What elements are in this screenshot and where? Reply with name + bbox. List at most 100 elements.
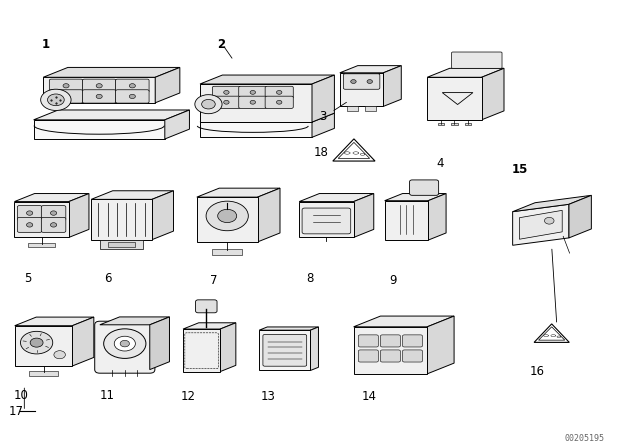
Polygon shape	[155, 67, 180, 103]
FancyBboxPatch shape	[49, 79, 83, 92]
Polygon shape	[385, 201, 428, 240]
Circle shape	[120, 340, 129, 347]
Polygon shape	[428, 77, 481, 120]
Text: 6: 6	[104, 272, 112, 285]
Polygon shape	[300, 194, 374, 202]
Circle shape	[54, 351, 65, 359]
Circle shape	[250, 100, 255, 104]
Polygon shape	[200, 75, 335, 84]
Circle shape	[51, 223, 57, 227]
Polygon shape	[197, 188, 280, 197]
Text: 3: 3	[319, 110, 326, 123]
Text: 17: 17	[8, 405, 23, 418]
Polygon shape	[513, 204, 569, 246]
Polygon shape	[220, 323, 236, 372]
Polygon shape	[14, 202, 69, 237]
FancyBboxPatch shape	[380, 335, 401, 347]
Circle shape	[115, 336, 136, 351]
FancyBboxPatch shape	[83, 90, 116, 103]
Bar	[465, 123, 471, 125]
Polygon shape	[312, 75, 335, 122]
Circle shape	[96, 94, 102, 99]
FancyBboxPatch shape	[17, 206, 42, 220]
Polygon shape	[14, 194, 89, 202]
Polygon shape	[92, 191, 173, 199]
FancyBboxPatch shape	[212, 86, 241, 99]
Polygon shape	[520, 211, 562, 239]
Polygon shape	[513, 195, 591, 212]
Polygon shape	[15, 317, 94, 326]
Polygon shape	[72, 317, 94, 366]
Polygon shape	[200, 113, 335, 122]
Circle shape	[26, 211, 33, 215]
Polygon shape	[340, 73, 383, 106]
Circle shape	[250, 90, 255, 94]
FancyBboxPatch shape	[344, 74, 380, 89]
Text: 13: 13	[261, 390, 276, 403]
Circle shape	[63, 94, 69, 99]
Circle shape	[276, 100, 282, 104]
Circle shape	[276, 90, 282, 94]
Circle shape	[218, 209, 237, 223]
Circle shape	[224, 100, 229, 104]
Polygon shape	[69, 194, 89, 237]
Text: 8: 8	[306, 272, 314, 285]
FancyBboxPatch shape	[265, 96, 293, 108]
Polygon shape	[534, 324, 570, 342]
Polygon shape	[428, 68, 504, 77]
Circle shape	[224, 90, 229, 94]
Text: 14: 14	[362, 390, 376, 403]
Text: 16: 16	[530, 365, 545, 379]
Circle shape	[545, 217, 554, 224]
FancyBboxPatch shape	[185, 333, 218, 369]
Polygon shape	[312, 113, 335, 137]
Polygon shape	[257, 188, 280, 242]
Polygon shape	[152, 191, 173, 240]
FancyBboxPatch shape	[17, 217, 42, 233]
Polygon shape	[197, 197, 257, 242]
Circle shape	[47, 94, 64, 106]
Circle shape	[195, 95, 222, 114]
FancyBboxPatch shape	[116, 79, 149, 92]
Polygon shape	[300, 202, 354, 237]
Text: 11: 11	[99, 388, 114, 402]
Bar	[212, 249, 243, 255]
Polygon shape	[354, 316, 454, 327]
Polygon shape	[354, 327, 428, 374]
Polygon shape	[333, 139, 375, 161]
Polygon shape	[383, 65, 401, 106]
Polygon shape	[340, 65, 401, 73]
Text: 00205195: 00205195	[564, 434, 605, 443]
Bar	[365, 106, 376, 112]
Circle shape	[96, 84, 102, 88]
Polygon shape	[34, 110, 189, 120]
FancyBboxPatch shape	[265, 86, 293, 99]
Polygon shape	[34, 120, 165, 139]
FancyBboxPatch shape	[302, 208, 351, 234]
Bar	[348, 106, 358, 112]
FancyBboxPatch shape	[403, 335, 422, 347]
Bar	[28, 243, 55, 247]
Polygon shape	[569, 195, 591, 238]
Circle shape	[41, 89, 71, 111]
FancyBboxPatch shape	[358, 335, 378, 347]
FancyBboxPatch shape	[42, 217, 66, 233]
Bar	[438, 123, 444, 125]
FancyBboxPatch shape	[380, 350, 401, 362]
Text: 12: 12	[180, 390, 195, 403]
FancyBboxPatch shape	[49, 90, 83, 103]
Polygon shape	[44, 67, 180, 77]
Polygon shape	[150, 317, 170, 370]
Text: 18: 18	[314, 146, 328, 159]
FancyBboxPatch shape	[410, 180, 438, 195]
FancyBboxPatch shape	[212, 96, 241, 108]
Text: 9: 9	[389, 274, 397, 288]
Circle shape	[26, 223, 33, 227]
FancyBboxPatch shape	[42, 206, 66, 220]
FancyBboxPatch shape	[83, 79, 116, 92]
Polygon shape	[183, 329, 220, 372]
Bar	[108, 242, 135, 247]
Polygon shape	[259, 327, 319, 330]
Polygon shape	[428, 316, 454, 374]
Polygon shape	[183, 323, 236, 329]
